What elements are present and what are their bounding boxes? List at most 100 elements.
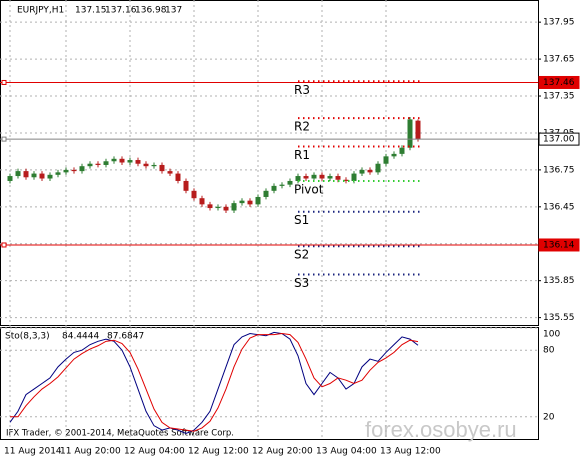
candle-body (391, 153, 397, 157)
candle-body (247, 200, 253, 205)
price-box-label: 137.00 (543, 135, 575, 145)
candle-body (103, 161, 109, 165)
candle-body (223, 206, 229, 211)
stoch-readout: 87.6847 (107, 332, 144, 342)
candle-body (207, 204, 213, 209)
candle-body (279, 184, 285, 186)
price-box-label: 137.46 (543, 78, 575, 88)
candle-body (127, 160, 133, 163)
candle-body (111, 158, 117, 162)
candle-body (55, 172, 61, 175)
candle-body (119, 158, 125, 163)
candle-body (303, 176, 309, 179)
candle-body (231, 203, 237, 211)
candle-body (135, 160, 141, 164)
candle-body (415, 120, 421, 140)
candles (7, 116, 421, 213)
price-box (538, 75, 580, 89)
candle-body (383, 156, 389, 164)
candle-body (319, 174, 325, 179)
candle-body (239, 200, 245, 204)
price-tag (1, 136, 7, 142)
candle-body (343, 179, 349, 181)
y-tick-label: 100 (543, 330, 560, 340)
candle-body (215, 206, 221, 209)
y-tick-label: 136.45 (543, 202, 575, 212)
pivot-label: S2 (294, 248, 309, 262)
candle-body (95, 163, 101, 165)
candle-body (47, 174, 53, 179)
ohlc-readout: 137.15 (75, 6, 107, 16)
candle-body (39, 173, 45, 179)
candle-body (191, 190, 197, 199)
candle-body (407, 119, 413, 148)
price-tag (1, 79, 7, 85)
stoch-line (9, 331, 419, 434)
y-tick-label: 137.95 (543, 18, 575, 28)
candle-body (183, 180, 189, 191)
candle-body (263, 190, 269, 197)
candle-body (79, 166, 85, 172)
price-tag (1, 242, 7, 248)
candle-body (311, 174, 317, 179)
candle-body (335, 176, 341, 180)
candle-body (175, 173, 181, 181)
x-tick-label: 12 Aug 12:00 (188, 447, 249, 457)
candle-body (199, 198, 205, 205)
stoch-title: Sto(8,3,3) (5, 332, 50, 342)
candle-body (255, 196, 261, 205)
candle-body (271, 185, 277, 191)
pivot-label: R1 (294, 148, 310, 162)
x-tick-label: 12 Aug 04:00 (124, 447, 185, 457)
candle-body (351, 173, 357, 181)
y-tick-label: 20 (543, 412, 555, 422)
y-tick-label: 136.75 (543, 165, 575, 175)
candle-body (23, 171, 29, 178)
y-tick-label: 137.35 (543, 92, 575, 102)
pivot-label: S1 (294, 213, 309, 227)
price-box (538, 238, 580, 252)
candle-body (295, 176, 301, 181)
ohlc-readout: 137 (165, 6, 182, 16)
footer: IFX Trader, © 2001-2014, MetaQuotes Soft… (6, 429, 234, 439)
y-tick-label: 80 (543, 346, 555, 356)
watermark: forex.osobye.ru (365, 417, 517, 442)
candle-body (287, 180, 293, 185)
pivot-label: S3 (294, 276, 309, 290)
candle-body (7, 176, 13, 181)
stoch-readout: 84.4444 (62, 332, 99, 342)
candle-body (159, 164, 165, 172)
pivot-label: Pivot (294, 182, 324, 196)
x-tick-label: 11 Aug 2014 (4, 447, 62, 457)
y-tick-label: 135.55 (543, 313, 575, 323)
chart-title: EURJPY,H1 (17, 6, 64, 16)
x-tick-label: 12 Aug 20:00 (252, 447, 313, 457)
price-box-label: 136.14 (543, 240, 575, 250)
pivot-label: R3 (294, 83, 310, 97)
candle-body (375, 163, 381, 173)
candle-body (71, 169, 77, 172)
stoch-line (10, 333, 419, 432)
x-tick-label: 13 Aug 12:00 (380, 447, 441, 457)
candle-body (87, 163, 93, 167)
candle-body (143, 163, 149, 167)
y-tick-label: 137.65 (543, 55, 575, 65)
candle-body (151, 164, 157, 167)
x-tick-label: 11 Aug 20:00 (60, 447, 121, 457)
candle-body (15, 171, 21, 177)
candle-body (367, 169, 373, 173)
candle-body (359, 169, 365, 174)
ohlc-readout: 136.98 (135, 6, 167, 16)
price-box (538, 132, 580, 146)
x-tick-label: 13 Aug 04:00 (316, 447, 377, 457)
candle-body (327, 176, 333, 179)
main-panel (0, 0, 539, 326)
stoch-panel (0, 327, 539, 440)
candle-body (167, 171, 173, 174)
y-tick-label: 135.85 (543, 276, 575, 286)
pivot-label: R2 (294, 120, 310, 134)
ohlc-readout: 137.16 (105, 6, 137, 16)
candle-body (31, 173, 37, 178)
